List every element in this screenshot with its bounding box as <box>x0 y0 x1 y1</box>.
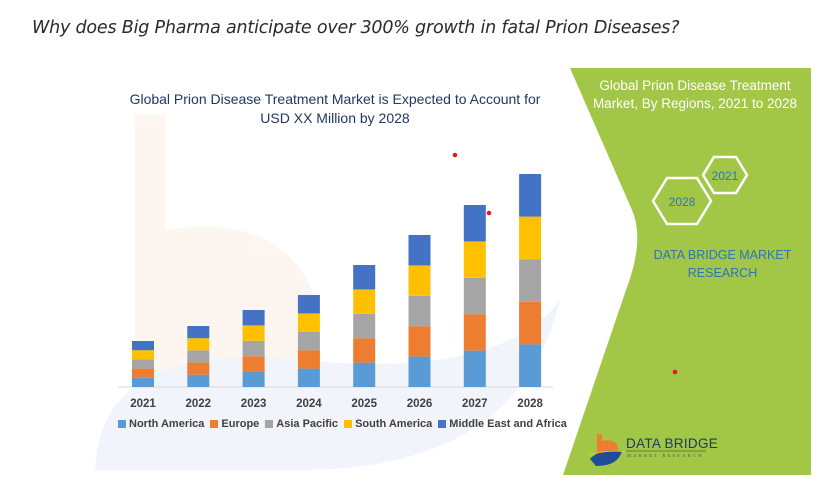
x-tick-label: 2026 <box>407 398 433 410</box>
hexagon-2021-label: 2021 <box>712 169 739 183</box>
legend-item-middle-east-africa: Middle East and Africa <box>438 418 567 430</box>
bar-segment-middle-east-and-africa-2025 <box>353 265 376 290</box>
legend-label: North America <box>129 418 205 430</box>
logo-text: DATA BRIDGE <box>626 436 719 451</box>
panel-title-line-2: Market, By Regions, 2021 to 2028 <box>592 96 798 111</box>
bar-segment-asia-pacific-2026 <box>408 295 431 327</box>
hexagon-2028: 2028 <box>651 176 713 226</box>
panel-brand-line-2: RESEARCH <box>687 266 758 280</box>
bar-segment-south-america-2027 <box>463 241 486 278</box>
bar-segment-south-america-2024 <box>297 313 320 332</box>
bar-segment-europe-2028 <box>519 301 542 345</box>
legend-swatch <box>210 420 219 428</box>
panel-title-line-1: Global Prion Disease Treatment <box>599 78 791 93</box>
bar-segment-middle-east-and-africa-2026 <box>408 235 431 266</box>
legend-label: South America <box>355 418 433 430</box>
bar-segment-north-america-2022 <box>187 374 210 387</box>
bar-segment-north-america-2026 <box>408 356 431 387</box>
bar-segment-europe-2022 <box>187 362 210 375</box>
panel-title: Global Prion Disease Treatment Market, B… <box>585 77 805 113</box>
hexagon-2021: 2021 <box>701 155 749 195</box>
bar-segment-asia-pacific-2025 <box>353 313 376 339</box>
bar-segment-south-america-2022 <box>187 338 210 351</box>
bars-group <box>132 174 542 387</box>
x-tick-label: 2021 <box>130 398 156 410</box>
bar-segment-europe-2026 <box>408 326 431 357</box>
legend-item-europe: Europe <box>210 418 259 430</box>
bar-segment-south-america-2023 <box>242 325 265 341</box>
bar-segment-north-america-2021 <box>132 377 154 387</box>
bar-segment-south-america-2028 <box>519 216 542 260</box>
chart-title-line-2: USD XX Million by 2028 <box>260 110 410 126</box>
legend-swatch <box>118 420 126 428</box>
bar-segment-asia-pacific-2023 <box>242 340 265 357</box>
logo-subtext: MARKET RESEARCH <box>627 453 704 458</box>
x-tick-label: 2027 <box>462 398 488 410</box>
x-tick-label: 2025 <box>351 398 377 410</box>
legend-item-north-america: North America <box>118 418 204 430</box>
x-tick-label: 2022 <box>186 398 212 410</box>
bar-segment-europe-2025 <box>353 338 376 363</box>
x-tick-labels: 2021 2022 2023 2024 2025 2026 2027 2028 <box>130 398 543 410</box>
bar-segment-asia-pacific-2024 <box>297 331 320 351</box>
bar-segment-north-america-2023 <box>242 371 265 387</box>
x-tick-label: 2024 <box>296 398 322 410</box>
bar-segment-middle-east-and-africa-2023 <box>242 310 265 326</box>
bar-segment-europe-2024 <box>297 350 320 369</box>
bar-segment-europe-2023 <box>242 356 265 372</box>
panel-brand: DATA BRIDGE MARKET RESEARCH <box>640 246 805 282</box>
bar-segment-asia-pacific-2028 <box>519 259 542 302</box>
bar-segment-europe-2027 <box>463 314 486 351</box>
red-dot <box>486 210 492 216</box>
bar-segment-europe-2021 <box>132 368 154 378</box>
data-bridge-logo-icon <box>587 434 627 466</box>
red-dot <box>672 369 678 375</box>
legend-label: Europe <box>221 418 260 430</box>
legend-item-asia-pacific: Asia Pacific <box>265 418 338 430</box>
bar-segment-middle-east-and-africa-2024 <box>297 295 320 314</box>
bar-segment-asia-pacific-2022 <box>187 350 210 363</box>
bar-segment-middle-east-and-africa-2027 <box>463 205 486 242</box>
bar-segment-south-america-2021 <box>132 350 154 360</box>
legend-swatch <box>438 420 447 428</box>
watermark-logo-icon <box>95 115 560 470</box>
bar-segment-asia-pacific-2027 <box>463 277 486 315</box>
page-heading: Why does Big Pharma anticipate over 300%… <box>32 18 680 38</box>
hexagon-2028-label: 2028 <box>669 195 696 209</box>
bar-segment-north-america-2027 <box>463 350 486 387</box>
x-tick-label: 2028 <box>517 398 543 410</box>
red-dot <box>452 152 458 158</box>
green-panel <box>563 68 811 475</box>
bar-segment-middle-east-and-africa-2022 <box>187 326 210 339</box>
legend-label: Middle East and Africa <box>449 418 567 430</box>
legend-label: Asia Pacific <box>276 418 339 430</box>
legend-swatch <box>344 420 353 428</box>
bar-segment-north-america-2025 <box>353 362 376 387</box>
bar-segment-asia-pacific-2021 <box>132 359 154 369</box>
chart-legend: North America Europe Asia Pacific South … <box>118 418 567 430</box>
panel-brand-line-1: DATA BRIDGE MARKET <box>653 248 792 262</box>
legend-item-south-america: South America <box>344 418 432 430</box>
x-tick-label: 2023 <box>241 398 267 410</box>
bar-segment-south-america-2025 <box>353 289 376 314</box>
chart-title: Global Prion Disease Treatment Market is… <box>110 90 560 128</box>
chart-title-line-1: Global Prion Disease Treatment Market is… <box>129 91 541 107</box>
legend-swatch <box>265 420 274 428</box>
bar-segment-middle-east-and-africa-2021 <box>132 341 154 351</box>
bar-segment-north-america-2028 <box>519 344 542 387</box>
bar-segment-south-america-2026 <box>408 265 431 296</box>
bar-segment-middle-east-and-africa-2028 <box>519 174 542 217</box>
bar-segment-north-america-2024 <box>297 368 320 387</box>
